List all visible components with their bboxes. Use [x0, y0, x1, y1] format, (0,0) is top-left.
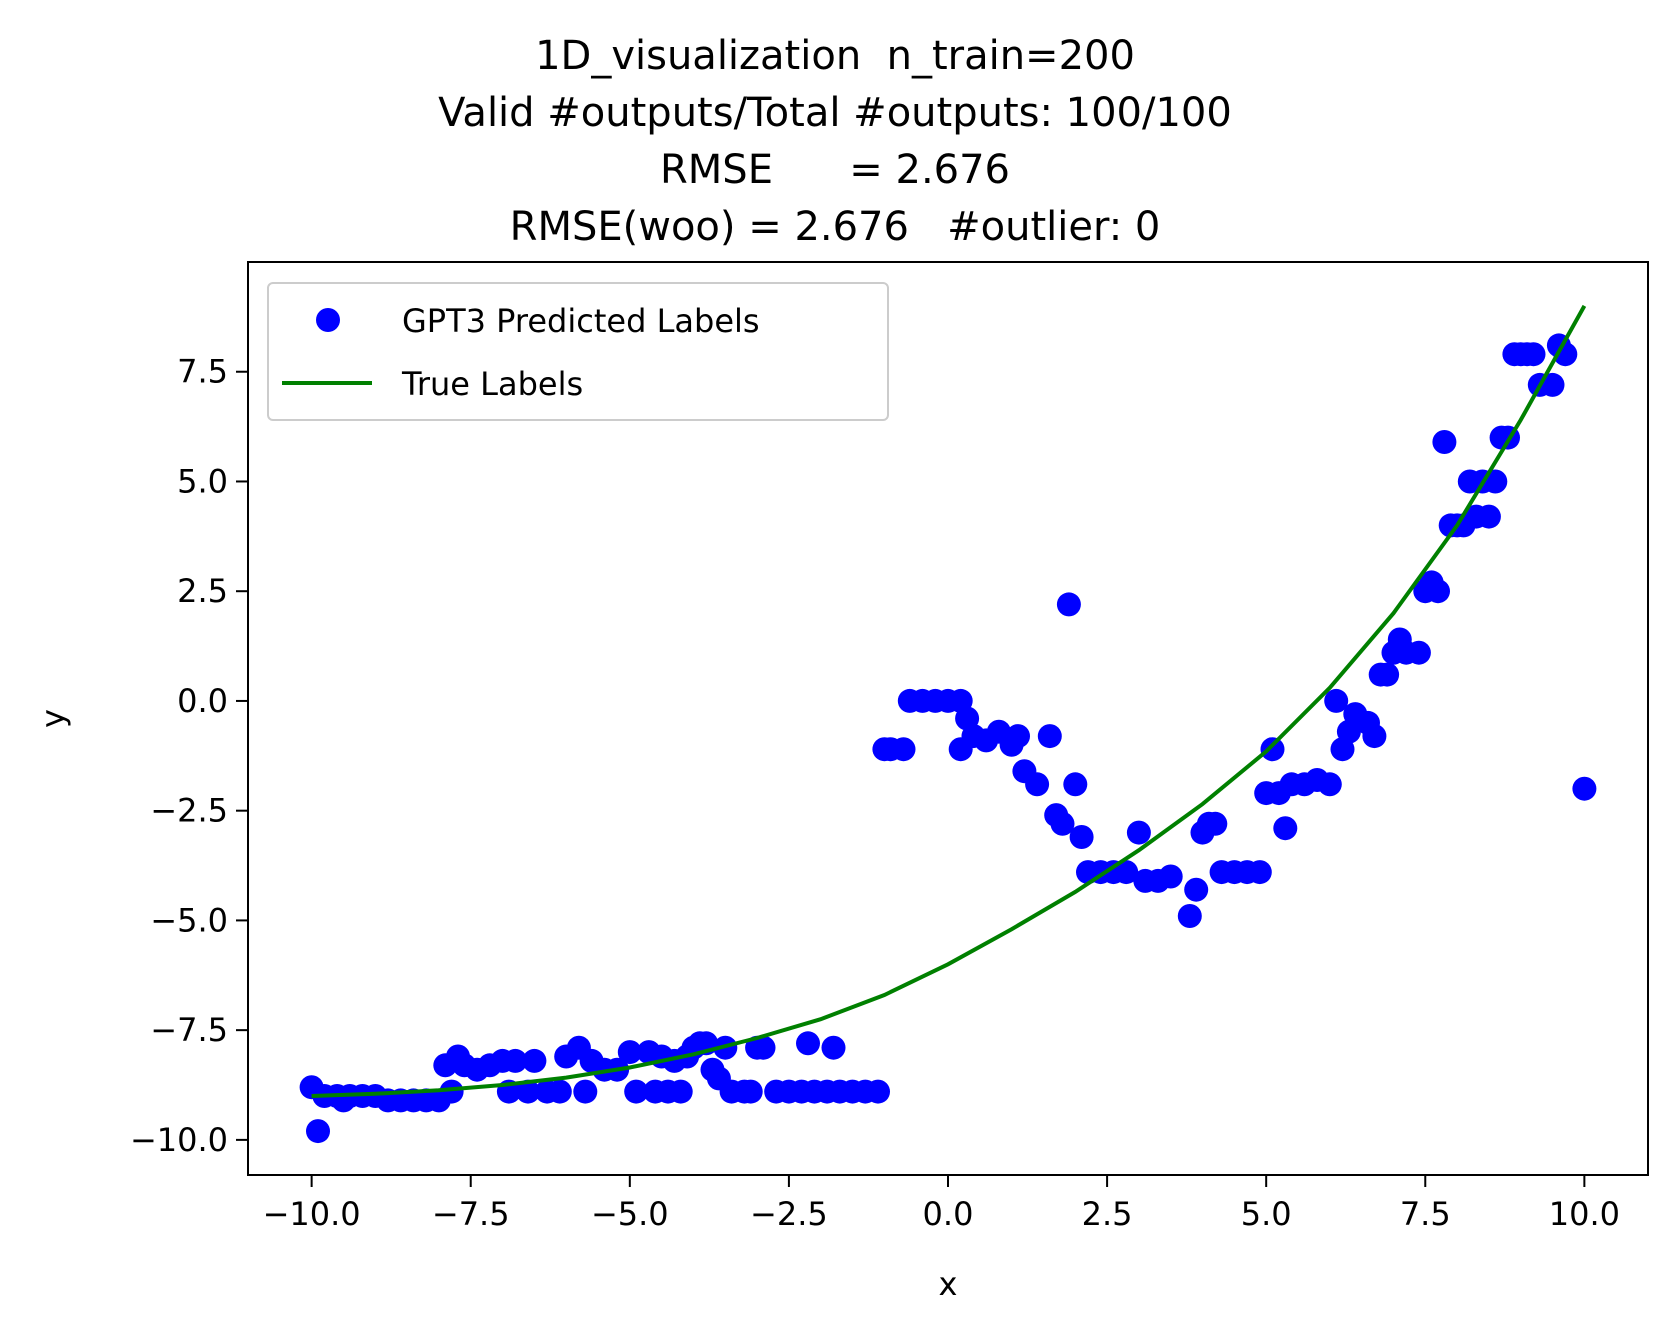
x-tick-label: 5.0	[1241, 1195, 1292, 1233]
legend-marker-predicted	[316, 308, 340, 332]
predicted-point	[1063, 772, 1088, 797]
predicted-point	[1247, 860, 1272, 885]
predicted-point	[306, 1119, 330, 1144]
predicted-point	[796, 1031, 820, 1056]
y-tick-label: −10.0	[130, 1121, 228, 1159]
predicted-point	[1184, 877, 1209, 902]
y-tick-label: 7.5	[177, 353, 228, 391]
title-line-3: RMSE = 2.676	[660, 147, 1010, 193]
x-axis: −10.0 −7.5 −5.0 −2.5 0.0 2.5 5.0 7.5 10.0	[263, 1175, 1620, 1233]
predicted-point	[1273, 816, 1298, 841]
predicted-point	[866, 1079, 890, 1104]
legend-box	[267, 282, 889, 421]
predicted-point	[573, 1079, 598, 1104]
predicted-point	[439, 1079, 464, 1104]
predicted-point	[522, 1048, 547, 1073]
predicted-point	[1375, 662, 1400, 687]
x-axis-label: x	[939, 1265, 958, 1303]
predicted-point	[1540, 372, 1565, 397]
predicted-point	[1432, 430, 1457, 454]
predicted-point	[1572, 776, 1597, 801]
x-tick-label: −5.0	[591, 1195, 669, 1233]
y-tick-label: −7.5	[150, 1011, 228, 1049]
predicted-point	[1203, 811, 1228, 836]
predicted-point	[821, 1035, 846, 1060]
predicted-point	[1317, 772, 1342, 797]
x-tick-label: −10.0	[263, 1195, 361, 1233]
predicted-point	[1260, 737, 1285, 762]
predicted-point	[1050, 811, 1075, 836]
y-axis-label: y	[34, 709, 72, 728]
predicted-point	[1362, 724, 1387, 749]
predicted-point	[503, 1048, 528, 1073]
predicted-point	[1177, 904, 1202, 928]
predicted-point	[624, 1079, 649, 1104]
legend: GPT3 Predicted Labels True Labels	[267, 282, 889, 421]
predicted-point	[1406, 640, 1431, 665]
predicted-point	[1521, 342, 1546, 367]
y-tick-label: 0.0	[177, 682, 228, 720]
y-tick-label: −5.0	[150, 901, 228, 939]
legend-label-true: True Labels	[401, 365, 583, 403]
x-tick-label: 10.0	[1549, 1195, 1620, 1233]
predicted-point	[1006, 724, 1030, 749]
y-axis: −10.0 −7.5 −5.0 −2.5 0.0 2.5 5.0 7.5	[130, 353, 248, 1159]
x-tick-label: −2.5	[750, 1195, 828, 1233]
predicted-point	[738, 1079, 763, 1104]
chart-title: 1D_visualization n_train=200 Valid #outp…	[0, 28, 1670, 256]
predicted-point	[668, 1079, 693, 1104]
predicted-point	[1126, 820, 1151, 845]
title-line-2: Valid #outputs/Total #outputs: 100/100	[438, 90, 1232, 136]
y-tick-label: 2.5	[177, 572, 228, 610]
x-tick-label: 0.0	[923, 1195, 974, 1233]
predicted-point	[617, 1040, 642, 1065]
predicted-point	[751, 1035, 776, 1060]
predicted-point	[1069, 825, 1094, 849]
predicted-point	[516, 1079, 540, 1104]
title-line-4: RMSE(woo) = 2.676 #outlier: 0	[509, 204, 1161, 250]
x-tick-label: 7.5	[1400, 1195, 1451, 1233]
predicted-point	[1025, 772, 1050, 797]
true-labels-line	[311, 304, 1587, 1098]
plot-area	[299, 304, 1597, 1144]
predicted-point	[547, 1079, 572, 1104]
x-tick-label: −7.5	[432, 1195, 510, 1233]
y-tick-label: 5.0	[177, 462, 228, 500]
title-line-1: 1D_visualization n_train=200	[535, 33, 1135, 79]
predicted-point	[891, 737, 916, 762]
legend-label-predicted: GPT3 Predicted Labels	[402, 302, 760, 340]
predicted-point	[1476, 504, 1501, 529]
predicted-point	[1324, 688, 1349, 713]
predicted-point	[1056, 592, 1081, 617]
predicted-point	[1158, 864, 1183, 889]
predicted-point	[1426, 579, 1450, 604]
y-tick-label: −2.5	[150, 792, 228, 830]
predicted-point	[1037, 724, 1062, 749]
predicted-point	[1114, 860, 1139, 885]
x-tick-label: 2.5	[1082, 1195, 1133, 1233]
